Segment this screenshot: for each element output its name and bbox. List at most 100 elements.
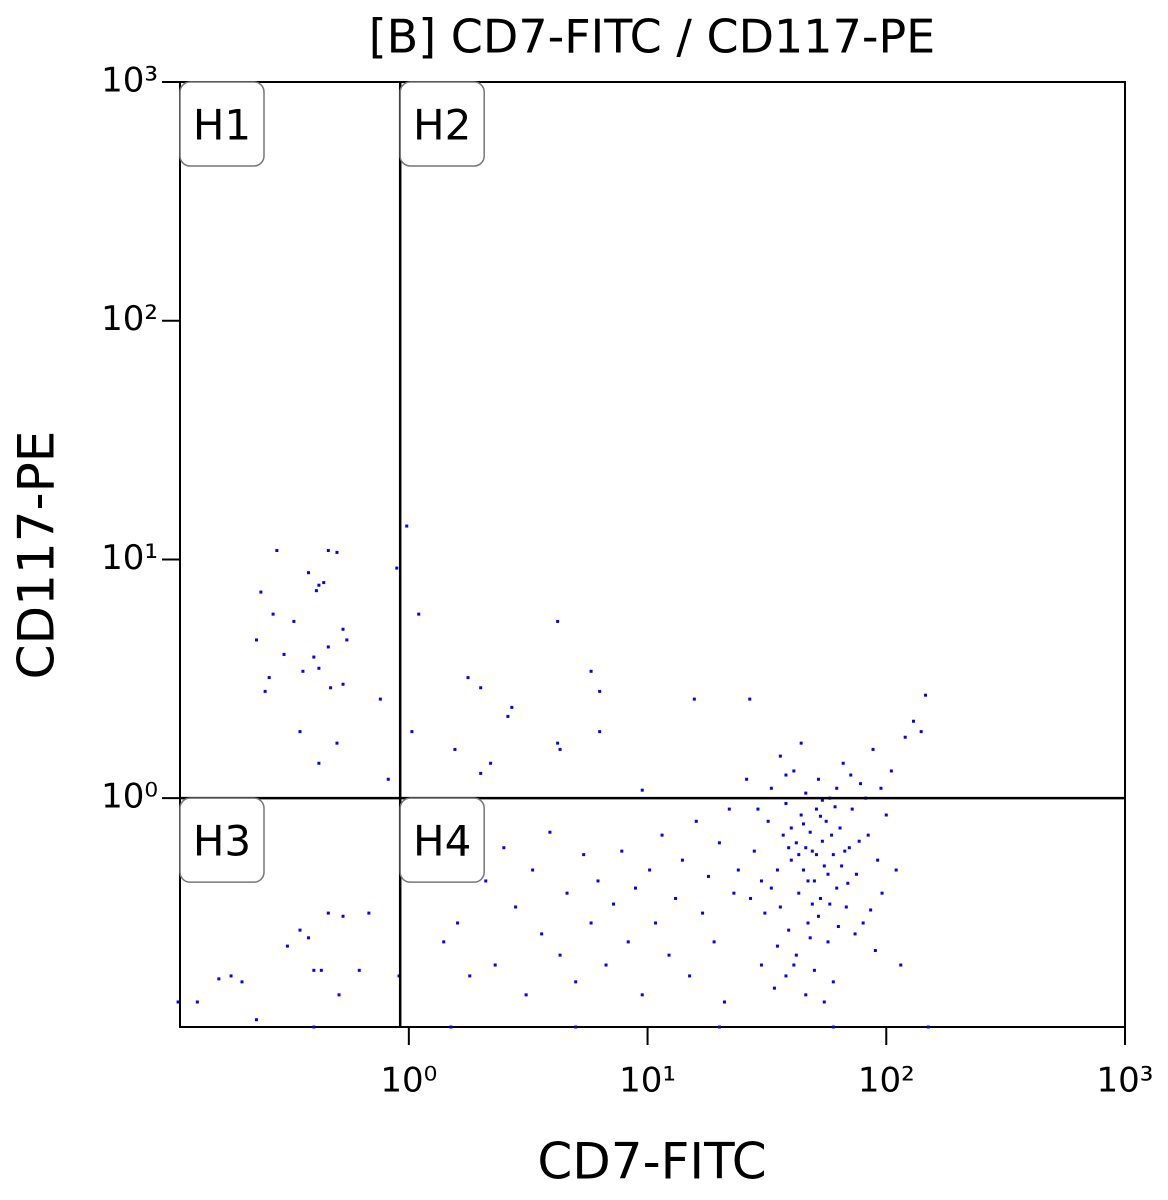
data-point	[717, 841, 721, 845]
gate-label: H4	[413, 817, 471, 866]
data-point	[826, 872, 830, 876]
data-point	[254, 638, 258, 642]
data-point	[322, 581, 326, 585]
data-point	[766, 819, 770, 823]
data-point	[449, 1025, 453, 1029]
data-point	[818, 814, 822, 818]
data-point	[784, 974, 788, 978]
data-point	[531, 868, 535, 872]
data-point	[784, 773, 788, 777]
data-point	[736, 868, 740, 872]
data-point	[794, 953, 798, 957]
data-point	[812, 968, 816, 972]
data-point	[849, 773, 853, 777]
data-point	[688, 974, 692, 978]
gate-label-box	[399, 797, 485, 883]
data-point	[889, 769, 893, 773]
data-point	[810, 849, 814, 853]
data-point	[769, 786, 773, 790]
x-tick-label: 10¹	[619, 1061, 676, 1101]
data-point	[894, 868, 898, 872]
data-point	[329, 686, 333, 690]
data-point	[857, 839, 861, 843]
data-point	[850, 807, 854, 811]
data-point	[831, 1025, 835, 1029]
data-point	[826, 940, 830, 944]
x-tick-label: 10²	[858, 1061, 915, 1101]
data-point	[775, 944, 779, 948]
data-point	[831, 980, 835, 984]
data-point	[259, 590, 263, 594]
data-point	[282, 652, 286, 656]
data-point	[694, 819, 698, 823]
data-point	[524, 993, 528, 997]
data-point	[556, 741, 560, 745]
data-point	[598, 730, 602, 734]
data-point	[818, 896, 822, 900]
data-point	[620, 849, 624, 853]
data-point	[307, 936, 311, 940]
data-point	[195, 1000, 199, 1004]
data-point	[831, 853, 835, 857]
data-point	[792, 769, 796, 773]
data-point	[880, 891, 884, 895]
data-point	[502, 846, 506, 850]
data-point	[335, 741, 339, 745]
data-point	[884, 813, 888, 817]
data-point	[484, 879, 488, 883]
data-point	[395, 566, 399, 570]
data-point	[640, 788, 644, 792]
y-tick-label: 10²	[101, 299, 158, 339]
data-point	[301, 669, 305, 673]
data-point	[787, 928, 791, 932]
data-point	[792, 963, 796, 967]
gate-label: H2	[413, 101, 471, 150]
data-point	[633, 886, 637, 890]
data-point	[341, 682, 345, 686]
data-point	[285, 944, 289, 948]
data-point	[722, 1000, 726, 1004]
data-point	[337, 993, 341, 997]
data-point	[240, 980, 244, 984]
data-point	[756, 807, 760, 811]
data-point	[924, 693, 928, 697]
gate-label-box	[399, 81, 485, 167]
data-point	[493, 963, 497, 967]
data-point	[911, 719, 915, 723]
data-point	[814, 853, 818, 857]
data-point	[466, 676, 470, 680]
data-point	[804, 791, 808, 795]
chart-title: [B] CD7-FITC / CD117-PE	[369, 10, 936, 64]
data-point	[871, 747, 875, 751]
data-point	[312, 1025, 316, 1029]
data-point	[612, 902, 616, 906]
data-point	[275, 549, 279, 553]
data-point	[789, 858, 793, 862]
data-point	[442, 940, 446, 944]
data-point	[604, 963, 608, 967]
data-point	[565, 891, 569, 895]
data-point	[836, 924, 840, 928]
data-point	[899, 963, 903, 967]
data-point	[775, 868, 779, 872]
data-point	[712, 940, 716, 944]
y-tick-label: 10¹	[101, 538, 158, 578]
data-point	[558, 747, 562, 751]
data-point	[797, 853, 801, 857]
data-point	[835, 786, 839, 790]
data-point	[804, 846, 808, 850]
data-point	[752, 849, 756, 853]
data-point	[598, 689, 602, 693]
data-point	[326, 911, 330, 915]
data-point	[822, 1000, 826, 1004]
data-point	[263, 689, 267, 693]
data-point	[582, 853, 586, 857]
data-point	[769, 886, 773, 890]
data-point	[674, 896, 678, 900]
data-point	[717, 1025, 721, 1029]
data-point	[667, 953, 671, 957]
data-point	[789, 826, 793, 830]
data-point	[267, 676, 271, 680]
data-point	[778, 754, 782, 758]
data-point	[830, 833, 834, 837]
